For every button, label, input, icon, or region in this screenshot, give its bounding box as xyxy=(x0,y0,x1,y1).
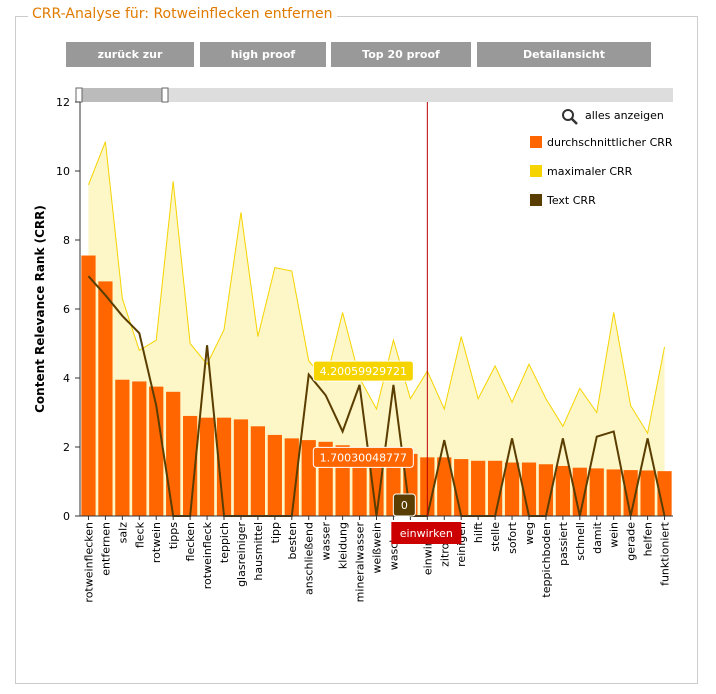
x-tick-label: weißwein xyxy=(371,522,384,574)
tooltip-box xyxy=(312,360,414,382)
legend-swatch xyxy=(530,165,542,177)
x-tick-label: rotweinfleck xyxy=(201,521,214,589)
y-tick-label: 6 xyxy=(63,303,70,316)
bar xyxy=(640,470,655,516)
nav-button[interactable]: high proof Keywords xyxy=(200,42,326,86)
nav-button[interactable]: zurück zur Übersicht xyxy=(66,42,194,86)
bar xyxy=(454,459,469,516)
bar xyxy=(267,434,282,516)
scroll-track[interactable] xyxy=(80,88,673,102)
zoom-label[interactable]: alles anzeigen xyxy=(585,109,664,122)
bar xyxy=(606,469,621,516)
zoom-button[interactable]: alles anzeigen xyxy=(562,109,664,125)
legend-swatch xyxy=(530,194,542,206)
tooltip-box xyxy=(392,493,416,517)
bar xyxy=(504,462,520,516)
y-tick-label: 4 xyxy=(63,372,70,385)
bar xyxy=(657,471,672,516)
bar xyxy=(589,468,604,516)
bar xyxy=(98,281,113,516)
x-tick-label: stelle xyxy=(489,522,502,552)
y-tick-label: 8 xyxy=(63,234,70,247)
max-line xyxy=(88,141,666,435)
x-tick-label: gerade xyxy=(625,522,638,561)
nav-button[interactable]: Detailansicht Suchergebnisse xyxy=(477,42,651,86)
bar xyxy=(132,381,147,516)
x-tick-label: glasreiniger xyxy=(235,522,248,587)
x-tick-label: salz xyxy=(116,522,129,544)
bar xyxy=(233,419,249,516)
bar xyxy=(301,440,316,516)
legend-swatch xyxy=(530,136,542,148)
y-axis-title: Content Relevance Rank (CRR) xyxy=(33,205,47,413)
x-tick-label: weg xyxy=(523,522,536,545)
bar xyxy=(284,438,299,516)
nav-button[interactable]: Top 20 proof Keywords xyxy=(331,42,471,86)
x-tick-label: helfen xyxy=(642,522,655,556)
y-tick-label: 10 xyxy=(56,165,70,178)
x-tick-label: tipp xyxy=(269,522,282,543)
x-tick-label: wein xyxy=(608,522,621,548)
x-tick-label: damit xyxy=(591,521,604,553)
bar xyxy=(166,391,181,516)
x-tick-label: teppichboden xyxy=(540,522,553,598)
zoom-icon xyxy=(562,109,574,121)
legend-label: durchschnittlicher CRR xyxy=(547,136,673,149)
x-tick-label: tipps xyxy=(167,522,180,549)
x-tick-label: hilft xyxy=(472,521,485,543)
x-tick-label: wasser xyxy=(320,522,333,561)
x-tick-label: sofort xyxy=(506,521,519,554)
x-tick-label: funktioniert xyxy=(659,521,672,586)
category-tooltip xyxy=(391,522,462,544)
x-tick-label: entfernen xyxy=(99,522,112,576)
bar xyxy=(555,465,570,516)
x-tick-label: hausmittel xyxy=(252,522,265,581)
bar xyxy=(199,417,215,516)
bar xyxy=(250,426,266,516)
x-tick-label: rotwein xyxy=(150,522,163,563)
bar xyxy=(487,460,503,516)
legend-label: maximaler CRR xyxy=(547,165,633,178)
x-tick-label: kleidung xyxy=(337,522,350,569)
bar xyxy=(623,470,638,516)
tooltip-value: 1.70030048777 xyxy=(320,451,407,464)
category-tooltip-label: einwirken xyxy=(400,527,453,540)
bar xyxy=(149,386,164,516)
max-area xyxy=(88,141,665,517)
tooltip-value: 4.20059929721 xyxy=(320,365,407,378)
zoom-icon xyxy=(571,118,578,125)
x-tick-label: mineralwasser xyxy=(354,522,367,603)
x-tick-label: fleck xyxy=(133,521,146,548)
x-tick-label: rotweinflecken xyxy=(82,522,95,603)
bar xyxy=(115,379,130,516)
bar xyxy=(216,417,232,516)
x-tick-label: besten xyxy=(286,522,299,560)
y-tick-label: 0 xyxy=(63,510,70,523)
legend-label: Text CRR xyxy=(546,194,596,207)
tooltip-box xyxy=(312,446,414,468)
scroll-handle[interactable] xyxy=(161,87,169,103)
frame xyxy=(15,16,698,684)
panel-title: CRR-Analyse für: Rotweinflecken entferne… xyxy=(28,6,337,22)
bar xyxy=(471,460,486,516)
x-tick-label: flecken xyxy=(184,522,197,561)
y-tick-label: 2 xyxy=(63,441,70,454)
bar xyxy=(437,457,452,516)
scroll-thumb[interactable] xyxy=(80,88,165,102)
y-tick-label: 12 xyxy=(56,96,70,109)
bar xyxy=(183,415,198,516)
x-tick-label: anschließend xyxy=(303,522,316,595)
scroll-handle[interactable] xyxy=(75,87,83,103)
x-tick-label: passiert xyxy=(557,521,570,566)
bar xyxy=(81,255,96,516)
x-tick-label: teppich xyxy=(218,522,231,563)
x-tick-label: schnell xyxy=(574,522,587,561)
tooltip-value: 0 xyxy=(401,499,408,512)
